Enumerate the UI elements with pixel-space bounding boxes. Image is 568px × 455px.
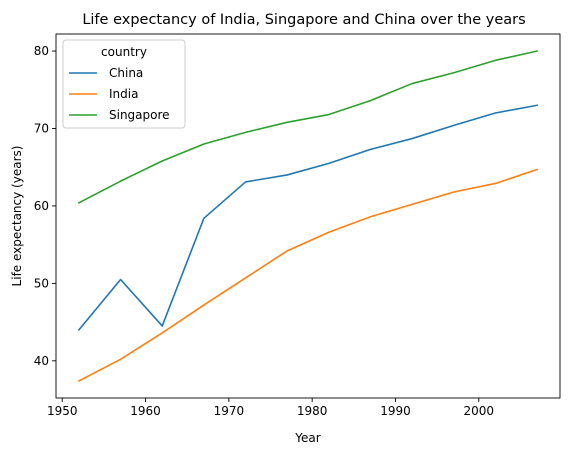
chart-title: Life expectancy of India, Singapore and … [82, 12, 525, 28]
y-tick-label: 50 [34, 276, 49, 290]
plot-frame [55, 33, 561, 399]
legend: country China India Singapore [62, 39, 186, 129]
x-tick-label: 1980 [297, 404, 328, 418]
x-tick-label: 1990 [380, 404, 411, 418]
x-axis-label: Year [294, 431, 320, 445]
x-tick-label: 1950 [47, 404, 78, 418]
y-tick-label: 80 [34, 44, 49, 58]
series-line-india [77, 168, 539, 383]
legend-entries: China India Singapore [69, 66, 170, 122]
legend-label-china: China [109, 66, 143, 80]
legend-label-india: India [109, 87, 138, 101]
y-tick-label: 70 [34, 121, 49, 135]
legend-label-singapore: Singapore [109, 108, 170, 122]
series-layer [77, 50, 539, 383]
x-tick-label: 1970 [214, 404, 245, 418]
x-tick-label: 2000 [464, 404, 495, 418]
series-line-china [77, 104, 539, 331]
y-axis-ticks: 40 50 60 70 80 [34, 44, 56, 368]
y-tick-label: 40 [34, 354, 49, 368]
series-line-singapore [77, 50, 539, 204]
y-axis-label: Life expectancy (years) [10, 146, 24, 287]
y-tick-label: 60 [34, 199, 49, 213]
legend-title: country [101, 45, 147, 59]
x-tick-label: 1960 [130, 404, 161, 418]
x-axis-ticks: 1950 1960 1970 1980 1990 2000 [47, 398, 494, 418]
legend-box [62, 39, 186, 129]
